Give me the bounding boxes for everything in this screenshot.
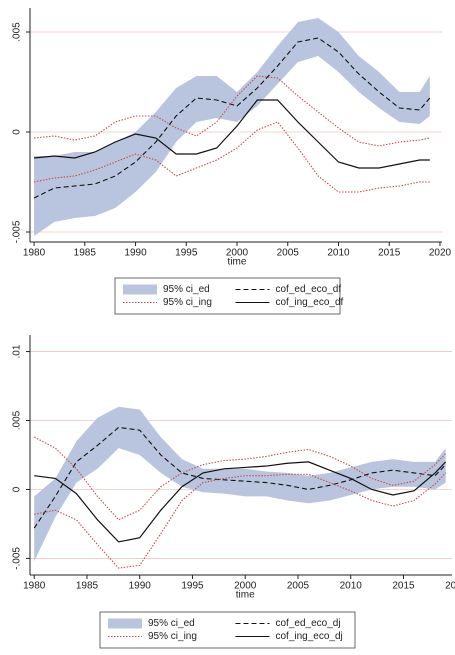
ci-line: [33, 121, 430, 193]
y-tick-label: 0: [12, 486, 23, 492]
coef-line: [33, 426, 447, 529]
y-tick-label: .005: [12, 410, 23, 430]
ci-band: [34, 18, 430, 236]
coef-line: [34, 461, 447, 543]
ci-line: [34, 472, 447, 569]
x-tick-label: 1985: [76, 581, 99, 592]
y-tick-label: .01: [12, 344, 23, 358]
x-tick-label: 2015: [392, 581, 415, 592]
coef-line: [34, 99, 430, 169]
x-tick-label: 2000: [234, 581, 257, 592]
legend-label: 95% ci_ing: [148, 631, 197, 642]
x-tick-label: 1995: [181, 581, 204, 592]
x-tick-label: 2010: [340, 581, 363, 592]
x-axis-label: time: [236, 590, 255, 601]
legend-label: cof_ing_eco_dj: [276, 631, 343, 642]
legend-label: 95% ci_ed: [163, 284, 210, 295]
legend-label: cof_ed_eco_dj: [276, 618, 341, 629]
x-tick-label: 1980: [23, 581, 46, 592]
x-tick-label: 2015: [378, 248, 401, 259]
x-axis-label: time: [228, 257, 247, 268]
y-tick-label: .005: [12, 22, 23, 42]
legend-box: [114, 277, 341, 315]
x-tick-label: 1980: [23, 248, 46, 259]
x-tick-label: 1990: [129, 581, 152, 592]
legend-label: 95% ci_ing: [163, 297, 212, 308]
x-tick-label: 2010: [327, 248, 350, 259]
coef-line: [33, 37, 431, 199]
ci-line: [34, 75, 430, 147]
y-tick-label: -.005: [12, 220, 23, 243]
x-tick-label: 2000: [226, 248, 249, 259]
y-tick-label: 0: [12, 129, 23, 135]
legend-label: cof_ing_eco_df: [276, 297, 344, 308]
x-tick-label: 2020: [429, 248, 452, 259]
x-tick-label: 2005: [277, 248, 300, 259]
x-tick-label: 1995: [175, 248, 198, 259]
y-tick-label: -.005: [12, 547, 23, 570]
legend-label: 95% ci_ed: [148, 618, 195, 629]
legend-swatch: [108, 618, 142, 629]
x-tick-label: 2005: [287, 581, 310, 592]
legend-swatch: [123, 284, 157, 295]
legend-box: [99, 611, 356, 649]
ci-line: [33, 436, 447, 521]
x-tick-label: 2020: [445, 581, 455, 592]
ci-band: [34, 406, 446, 562]
legend-label: cof_ed_eco_df: [276, 284, 342, 295]
x-tick-label: 1990: [124, 248, 147, 259]
x-tick-label: 1985: [74, 248, 97, 259]
